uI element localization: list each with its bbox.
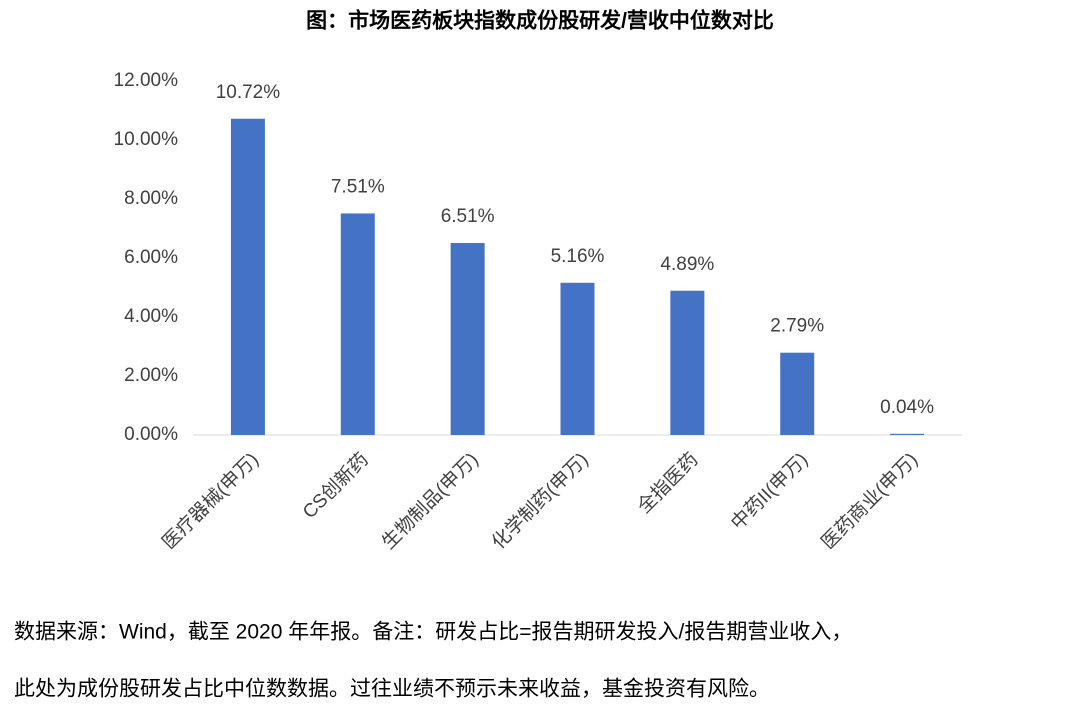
value-label: 4.89% xyxy=(660,254,714,275)
x-tick-label: CS创新药 xyxy=(298,449,373,524)
value-label: 5.16% xyxy=(551,246,605,267)
source-note: 数据来源：Wind，截至 2020 年年报。备注：研发占比=报告期研发投入/报告… xyxy=(14,621,852,644)
value-label: 0.04% xyxy=(880,397,934,418)
bar xyxy=(670,290,705,435)
y-tick-label: 12.00% xyxy=(114,70,179,91)
bar xyxy=(560,282,595,435)
y-tick-label: 10.00% xyxy=(114,129,179,150)
x-tick-label: 中药II(申万) xyxy=(727,449,813,535)
value-label: 7.51% xyxy=(331,176,385,197)
bar xyxy=(230,118,265,435)
value-label: 10.72% xyxy=(216,82,281,103)
source-note: 此处为成份股研发占比中位数数据。过往业绩不预示未来收益，基金投资有风险。 xyxy=(14,678,770,701)
x-tick-label: 全指医药 xyxy=(633,449,702,518)
y-tick-label: 2.00% xyxy=(124,365,178,386)
bar xyxy=(890,433,925,435)
bar xyxy=(450,242,485,435)
bar xyxy=(340,213,375,435)
x-tick-label: 化学制药(申万) xyxy=(487,449,592,554)
bar xyxy=(780,352,815,435)
y-tick-label: 8.00% xyxy=(124,188,178,209)
y-tick-label: 4.00% xyxy=(124,306,178,327)
chart-title: 图：市场医药板块指数成份股研发/营收中位数对比 xyxy=(306,9,774,33)
x-tick-label: 生物制品(申万) xyxy=(378,449,483,554)
x-tick-label: 医疗器械(申万) xyxy=(158,449,263,554)
y-tick-label: 6.00% xyxy=(124,247,178,268)
value-label: 6.51% xyxy=(441,206,495,227)
value-label: 2.79% xyxy=(770,316,824,337)
y-tick-label: 0.00% xyxy=(124,424,178,445)
x-tick-label: 医药商业(申万) xyxy=(817,449,922,554)
